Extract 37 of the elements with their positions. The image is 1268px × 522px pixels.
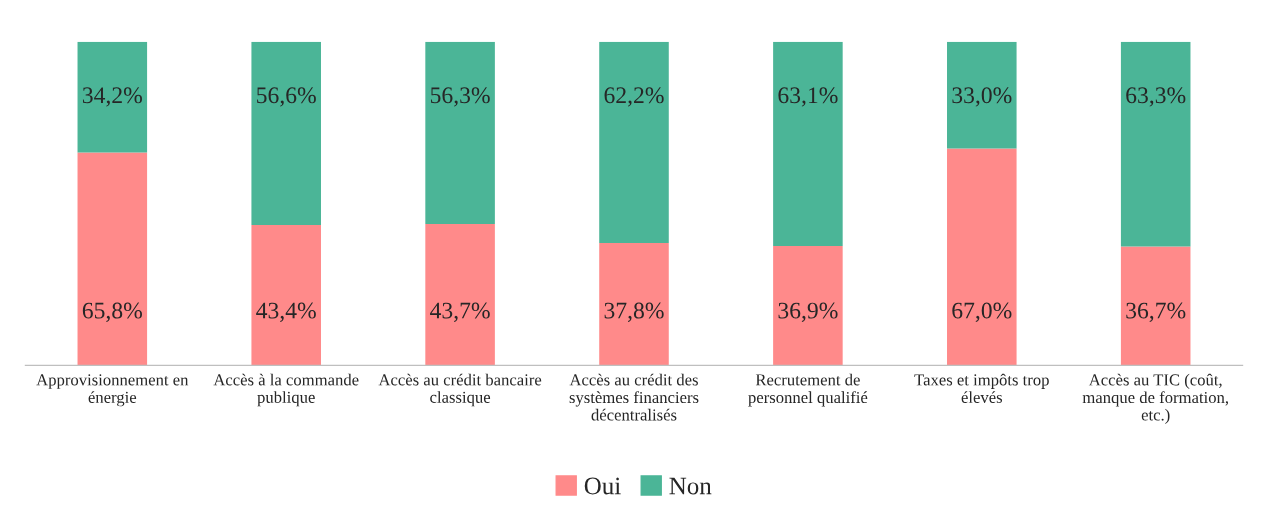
- legend-label: Non: [669, 477, 712, 495]
- bar: [425, 41, 495, 224]
- data-label: 63,3%: [1126, 87, 1186, 107]
- bar: [599, 243, 669, 366]
- data-label: 63,1%: [778, 87, 838, 107]
- bar: [773, 245, 843, 366]
- x-tick-label: Accès à la commande publique: [213, 373, 359, 407]
- data-label: 43,7%: [430, 302, 490, 322]
- data-label: 62,2%: [604, 87, 664, 107]
- bar: [77, 41, 148, 153]
- bar: [251, 41, 321, 225]
- x-tick-label: Accès au crédit bancaire classique: [378, 373, 542, 407]
- data-label: 56,6%: [257, 87, 316, 107]
- data-label: 65,8%: [82, 302, 142, 322]
- data-label: 36,7%: [1126, 302, 1186, 322]
- bar: [947, 148, 1017, 366]
- x-tick-label: Taxes et impôts trop élevés: [914, 373, 1049, 403]
- bar: [251, 224, 321, 366]
- legend-label: Oui: [584, 477, 621, 495]
- data-label: 33,0%: [952, 87, 1012, 107]
- x-tick-label: Approvisionnement en énergie: [36, 374, 189, 407]
- bar: [947, 41, 1017, 149]
- bar: [599, 41, 669, 244]
- data-label: 34,2%: [82, 87, 142, 107]
- bar: [1120, 246, 1191, 366]
- data-label: 37,8%: [604, 302, 664, 322]
- x-tick-label: Recrutement de personnel qualifié: [748, 373, 868, 407]
- x-tick-label: Accès au TIC (coût, manque de formation, etc.): [1082, 373, 1228, 424]
- data-label: 67,0%: [952, 302, 1012, 322]
- bar: [425, 223, 495, 366]
- bar: [1120, 41, 1191, 247]
- data-label: 36,9%: [778, 302, 838, 322]
- bar: [773, 41, 843, 246]
- data-label: 56,3%: [430, 87, 490, 107]
- x-tick-label: Accès au crédit des systèmes financiers décentralisés: [569, 373, 699, 421]
- bar: [77, 152, 148, 366]
- data-label: 43,4%: [256, 302, 316, 322]
